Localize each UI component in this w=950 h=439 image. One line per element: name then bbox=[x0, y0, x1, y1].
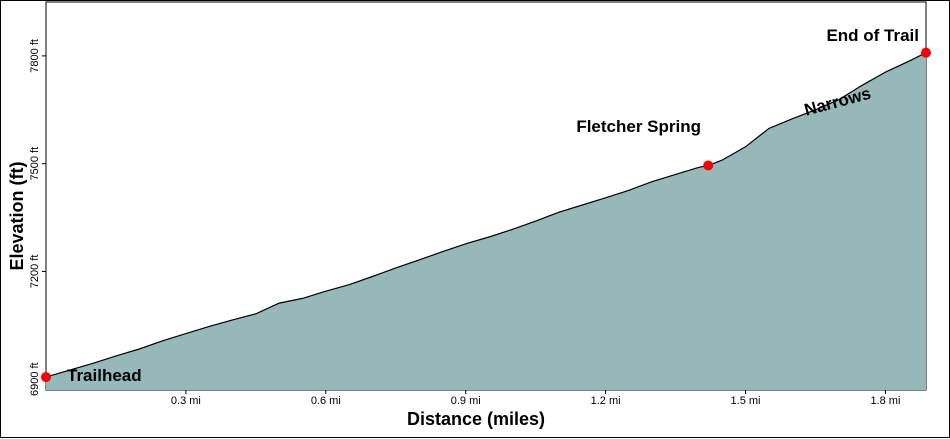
x-tick-label: 0.6 mi bbox=[311, 395, 341, 407]
annotation-fletcher-spring: Fletcher Spring bbox=[576, 117, 701, 136]
annotation-end-of-trail: End of Trail bbox=[826, 26, 919, 45]
y-tick-label: 7800 ft bbox=[29, 39, 41, 73]
x-axis-ticks: 0.3 mi 0.6 mi 0.9 mi 1.2 mi 1.5 mi 1.8 mi bbox=[171, 390, 900, 407]
x-tick-label: 1.2 mi bbox=[591, 395, 621, 407]
y-tick-label: 6900 ft bbox=[29, 362, 41, 396]
annotation-trailhead: Trailhead bbox=[67, 366, 142, 385]
waypoint-marker bbox=[921, 47, 931, 58]
y-axis-ticks: 6900 ft 7200 ft 7500 ft 7800 ft bbox=[29, 39, 46, 396]
markers-layer bbox=[41, 47, 931, 383]
x-tick-label: 0.3 mi bbox=[171, 395, 201, 407]
elevation-line bbox=[45, 52, 927, 378]
x-axis-title: Distance (miles) bbox=[407, 409, 545, 429]
x-tick-label: 1.5 mi bbox=[731, 395, 761, 407]
waypoint-marker bbox=[41, 372, 51, 383]
waypoint-marker bbox=[703, 160, 714, 171]
y-tick-label: 7200 ft bbox=[29, 255, 41, 289]
elevation-area bbox=[46, 52, 926, 390]
x-tick-label: 1.8 mi bbox=[870, 395, 900, 407]
x-tick-label: 0.9 mi bbox=[451, 395, 481, 407]
area-layer bbox=[45, 52, 927, 390]
y-tick-label: 7500 ft bbox=[29, 147, 41, 181]
y-axis-title: Elevation (ft) bbox=[7, 161, 27, 270]
